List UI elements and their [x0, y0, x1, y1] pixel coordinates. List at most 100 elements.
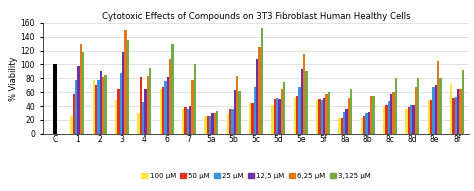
- Bar: [236, 76, 238, 134]
- Bar: [149, 68, 151, 134]
- Bar: [209, 116, 211, 134]
- Bar: [323, 98, 325, 134]
- Bar: [388, 101, 390, 134]
- Bar: [405, 109, 408, 134]
- Bar: [104, 75, 107, 134]
- Bar: [146, 76, 149, 134]
- Bar: [102, 77, 104, 134]
- Title: Cytotoxic Effects of Compounds on 3T3 Fibroblast Human Healthy Cells: Cytotoxic Effects of Compounds on 3T3 Fi…: [101, 12, 410, 21]
- Bar: [276, 98, 278, 134]
- Bar: [341, 118, 343, 134]
- Bar: [124, 30, 127, 134]
- Bar: [95, 85, 97, 134]
- Bar: [303, 54, 305, 134]
- Bar: [455, 97, 457, 134]
- Bar: [343, 112, 345, 134]
- Bar: [271, 105, 273, 134]
- Bar: [164, 81, 166, 134]
- Bar: [435, 85, 437, 134]
- Bar: [350, 89, 352, 134]
- Bar: [251, 103, 254, 134]
- Bar: [261, 28, 263, 134]
- Bar: [452, 98, 455, 134]
- Bar: [373, 96, 374, 134]
- Bar: [53, 65, 56, 134]
- Bar: [368, 112, 370, 134]
- Bar: [428, 100, 430, 134]
- Legend: 100 μM, 50 μM, 25 μM, 12,5 μM, 6,25 μM, 3,125 μM: 100 μM, 50 μM, 25 μM, 12,5 μM, 6,25 μM, …: [138, 170, 374, 182]
- Bar: [392, 92, 394, 134]
- Bar: [305, 71, 308, 134]
- Bar: [254, 87, 256, 134]
- Bar: [189, 106, 191, 134]
- Bar: [321, 100, 323, 134]
- Bar: [169, 59, 171, 134]
- Bar: [172, 44, 173, 134]
- Bar: [82, 52, 84, 134]
- Bar: [231, 109, 234, 134]
- Bar: [258, 47, 261, 134]
- Bar: [162, 87, 164, 134]
- Bar: [383, 107, 385, 134]
- Bar: [119, 73, 122, 134]
- Bar: [204, 116, 207, 134]
- Bar: [363, 116, 365, 134]
- Bar: [281, 89, 283, 134]
- Bar: [319, 99, 320, 134]
- Bar: [365, 113, 367, 134]
- Bar: [191, 80, 193, 134]
- Bar: [216, 111, 218, 134]
- Bar: [273, 99, 276, 134]
- Bar: [457, 89, 459, 134]
- Bar: [437, 61, 439, 134]
- Bar: [412, 105, 415, 134]
- Bar: [184, 107, 187, 134]
- Bar: [294, 98, 296, 134]
- Bar: [145, 89, 146, 134]
- Bar: [80, 44, 82, 134]
- Bar: [234, 90, 236, 134]
- Bar: [238, 91, 241, 134]
- Bar: [194, 65, 196, 134]
- Bar: [249, 103, 251, 134]
- Bar: [137, 113, 139, 134]
- Bar: [296, 96, 298, 134]
- Bar: [348, 98, 350, 134]
- Bar: [346, 109, 347, 134]
- Bar: [187, 109, 189, 134]
- Bar: [227, 114, 229, 134]
- Bar: [140, 77, 142, 134]
- Bar: [73, 94, 75, 134]
- Bar: [338, 118, 340, 134]
- Bar: [117, 89, 119, 134]
- Bar: [328, 92, 330, 134]
- Bar: [75, 80, 77, 134]
- Bar: [100, 71, 102, 134]
- Bar: [417, 78, 419, 134]
- Bar: [256, 59, 258, 134]
- Bar: [450, 84, 452, 134]
- Bar: [122, 52, 124, 134]
- Bar: [390, 94, 392, 134]
- Bar: [167, 77, 169, 134]
- Bar: [325, 94, 328, 134]
- Bar: [182, 109, 184, 134]
- Bar: [301, 69, 303, 134]
- Bar: [229, 109, 231, 134]
- Bar: [278, 99, 281, 134]
- Bar: [214, 113, 216, 134]
- Bar: [459, 89, 462, 134]
- Bar: [92, 80, 95, 134]
- Bar: [298, 87, 301, 134]
- Bar: [395, 78, 397, 134]
- Bar: [97, 80, 100, 134]
- Bar: [430, 100, 432, 134]
- Bar: [316, 100, 318, 134]
- Bar: [462, 70, 464, 134]
- Bar: [283, 82, 285, 134]
- Bar: [211, 113, 214, 134]
- Bar: [361, 118, 363, 134]
- Bar: [207, 116, 209, 134]
- Bar: [432, 87, 435, 134]
- Bar: [408, 107, 410, 134]
